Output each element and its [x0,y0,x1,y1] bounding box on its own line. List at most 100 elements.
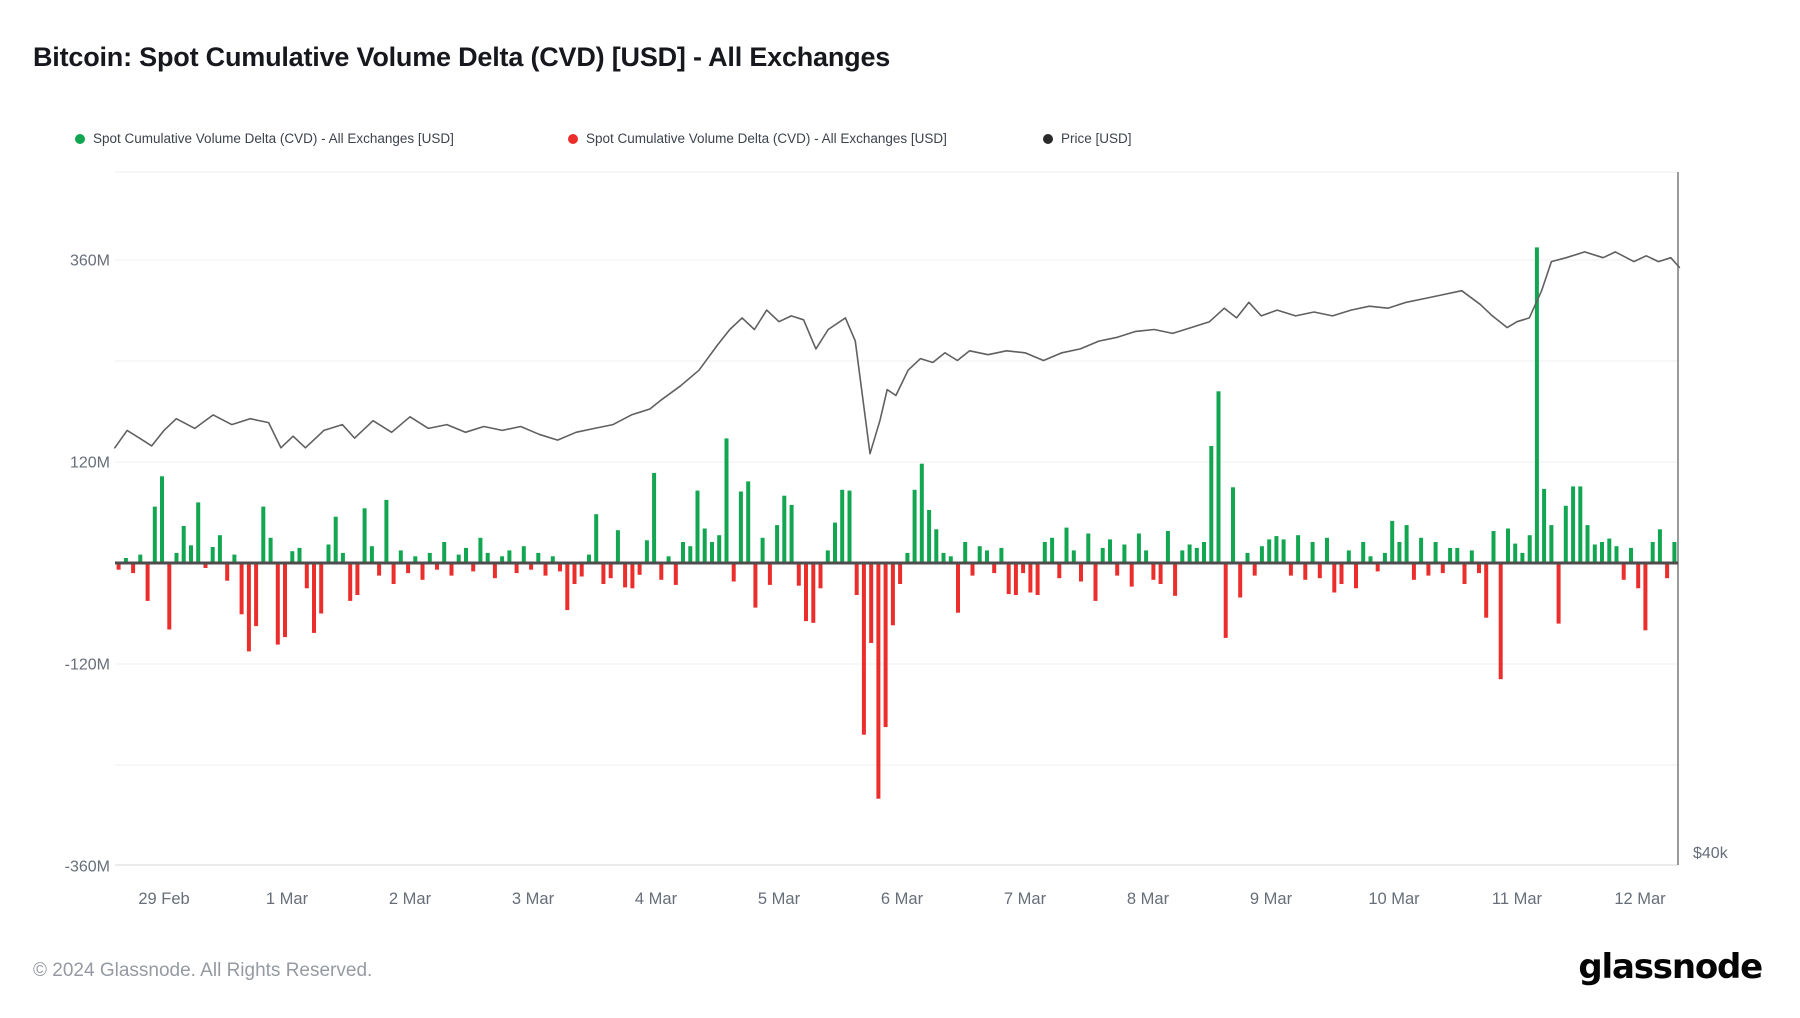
cvd-bar-negative [1238,563,1243,598]
cvd-bar-negative [1375,563,1380,572]
cvd-bar-negative [1498,563,1503,680]
x-axis-tick-label: 12 Mar [1614,890,1666,908]
cvd-bar-positive [1216,391,1221,563]
cvd-bar-negative [131,563,136,574]
cvd-bar-negative [543,563,548,576]
legend-item-1[interactable]: Spot Cumulative Volume Delta (CVD) - All… [568,131,947,146]
cvd-bar-positive [1259,546,1264,563]
cvd-bar-negative [883,563,888,728]
cvd-bar-positive [963,542,968,563]
cvd-bar-positive [717,535,722,563]
cvd-bar-positive [948,556,953,563]
cvd-bar-positive [1585,525,1590,563]
cvd-bar-positive [1542,488,1547,563]
cvd-bar-positive [666,556,671,563]
y-axis-tick-label: -360M [65,859,110,876]
cvd-bar-negative [630,563,635,589]
cvd-bar-positive [934,529,939,563]
cvd-bar-positive [847,490,852,563]
cvd-bar-negative [116,563,121,570]
cvd-bar-positive [1563,505,1568,563]
cvd-bar-positive [1361,542,1366,563]
cvd-bar-positive [1187,544,1192,563]
cvd-bar-positive [652,472,657,563]
cvd-bar-positive [1650,542,1655,563]
cvd-bar-positive [999,547,1004,564]
legend-item-0[interactable]: Spot Cumulative Volume Delta (CVD) - All… [75,131,454,146]
cvd-bar-negative [239,563,244,615]
cvd-bar-positive [442,542,447,563]
cvd-bar-positive [1571,486,1576,563]
cvd-bar-negative [275,563,280,645]
cvd-bar-positive [485,552,490,563]
cvd-bar-negative [1115,563,1120,576]
cvd-bar-positive [1368,556,1373,563]
legend-item-label: Spot Cumulative Volume Delta (CVD) - All… [586,131,947,146]
x-axis-tick-label: 3 Mar [512,890,555,908]
cvd-bar-positive [1267,539,1272,563]
cvd-bar-negative [869,563,874,643]
cvd-bar-positive [1071,550,1076,563]
y-axis-tick-label: -120M [65,657,110,674]
page-title: Bitcoin: Spot Cumulative Volume Delta (C… [33,42,891,72]
cvd-bar-positive [550,556,555,563]
x-axis-tick-label: 6 Mar [881,890,924,908]
cvd-bar-negative [1317,563,1322,579]
cvd-bar-positive [1136,533,1141,563]
cvd-bar-negative [1223,563,1228,638]
cvd-bar-negative [1252,563,1257,576]
cvd-bar-negative [796,563,801,586]
cvd-bar-negative [1028,563,1033,593]
cvd-bar-positive [905,552,910,563]
x-axis-tick-label: 1 Mar [266,890,309,908]
cvd-bar-positive [1448,547,1453,564]
cvd-bar-positive [644,540,649,563]
cvd-bar-positive [1397,542,1402,563]
cvd-bar-negative [1303,563,1308,580]
cvd-bar-positive [702,528,707,563]
cvd-bar-positive [1100,547,1105,564]
cvd-bar-negative [1665,563,1670,579]
cvd-bar-positive [1108,539,1112,563]
cvd-bar-negative [1411,563,1416,580]
cvd-bar-negative [1332,563,1337,593]
cvd-bar-negative [1477,563,1481,574]
cvd-bar-positive [927,510,932,563]
cvd-bar-negative [1462,563,1467,584]
cvd-bar-negative [767,563,772,585]
cvd-bar-positive [840,489,845,563]
cvd-bar-negative [956,563,960,613]
cvd-bar-positive [500,556,505,563]
price-axis-tick-label: $40k [1693,845,1728,862]
cvd-bar-negative [355,563,360,595]
cvd-bar-positive [290,551,295,563]
cvd-bar-positive [594,514,599,563]
cvd-bar-negative [406,563,411,574]
legend: Spot Cumulative Volume Delta (CVD) - All… [0,131,1800,155]
cvd-bar-positive [1672,542,1677,563]
cvd-bar-positive [398,550,403,563]
cvd-bar-positive [217,535,222,563]
cvd-bar-negative [623,563,628,588]
legend-item-2[interactable]: Price [USD] [1043,131,1132,146]
cvd-bar-positive [232,554,237,563]
cvd-bar-negative [1006,563,1011,595]
cvd-bar-negative [377,563,382,576]
cvd-bar-negative [1013,563,1018,595]
cvd-bar-negative [1057,563,1062,579]
cvd-bar-positive [1274,536,1279,563]
cvd-bar-positive [738,491,743,563]
cvd-bar-positive [160,476,164,563]
cvd-bar-positive [1086,533,1091,563]
cvd-bar-negative [1621,563,1626,580]
cvd-bar-negative [731,563,736,582]
cvd-bar-positive [138,554,143,563]
cvd-bar-negative [1151,563,1156,580]
cvd-bar-negative [1636,563,1641,589]
cvd-bar-negative [565,563,570,611]
cvd-bar-positive [189,545,193,563]
cvd-bar-negative [449,563,454,576]
cvd-bar-positive [688,546,693,563]
